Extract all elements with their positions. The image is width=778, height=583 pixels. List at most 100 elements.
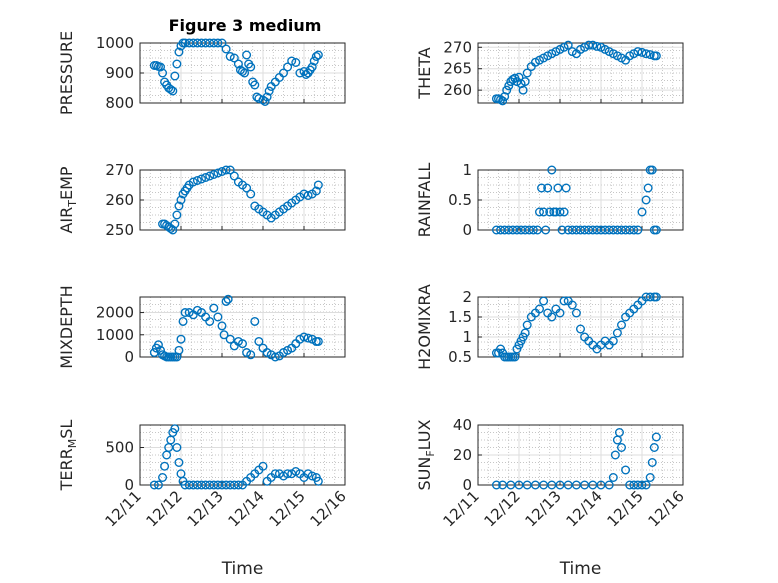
data-point: [637, 480, 647, 490]
data-point: [557, 225, 567, 235]
data-point: [313, 476, 323, 486]
data-point: [645, 473, 655, 483]
data-point: [617, 320, 627, 330]
x-tick-label: 12/16: [645, 487, 688, 530]
data-point: [205, 316, 215, 326]
data-point: [213, 312, 223, 322]
data-point: [571, 308, 581, 318]
x-axis-label: Time: [559, 559, 602, 579]
x-tick-label: 12/15: [266, 487, 309, 530]
data-point: [612, 328, 622, 338]
data-point: [229, 53, 239, 63]
data-point: [647, 458, 657, 468]
data-point: [170, 424, 180, 434]
data-point: [172, 443, 182, 453]
data-point: [174, 47, 184, 57]
data-point: [219, 330, 229, 340]
y-tick-label: 1.5: [448, 308, 472, 326]
y-tick-label: 1000: [96, 326, 134, 344]
data-point: [643, 183, 653, 193]
y-axis-label: TERRMSL: [57, 420, 79, 492]
data-point: [205, 171, 215, 181]
data-point: [192, 175, 202, 185]
data-point: [180, 308, 190, 318]
data-point: [225, 52, 235, 62]
data-point: [237, 66, 247, 76]
data-point: [633, 225, 643, 235]
data-point: [158, 473, 168, 483]
data-point: [176, 195, 186, 205]
data-point: [311, 186, 321, 196]
data-point: [637, 207, 647, 217]
data-point: [651, 225, 661, 235]
x-tick-label: 12/11: [102, 487, 145, 530]
x-tick-label: 12/14: [225, 487, 268, 530]
data-point: [270, 352, 280, 362]
data-point: [279, 68, 289, 78]
data-point: [313, 50, 323, 60]
x-tick-label: 12/13: [184, 487, 227, 530]
data-point: [217, 321, 227, 331]
x-tick-label: 12/12: [143, 487, 186, 530]
data-point: [651, 292, 661, 302]
x-tick-label: 12/15: [604, 487, 647, 530]
data-point: [260, 96, 270, 106]
data-point: [160, 461, 170, 471]
subplot-pressure: 800 900 1000 PRESSURE: [57, 31, 346, 115]
data-point: [217, 166, 227, 176]
data-point: [491, 480, 501, 490]
data-point: [647, 165, 657, 175]
data-point: [649, 443, 659, 453]
data-point: [264, 86, 274, 96]
y-tick-label: 900: [105, 64, 134, 82]
y-tick-label: 1: [462, 328, 472, 346]
data-point: [561, 183, 571, 193]
subplot-h2omixra: 0.5 1 1.5 2 H2OMIXRA: [415, 284, 684, 370]
x-axis-label: Time: [221, 559, 264, 579]
data-point: [242, 183, 252, 193]
data-point: [242, 50, 252, 60]
data-point: [576, 324, 586, 334]
y-tick-label: 2000: [96, 304, 134, 322]
y-tick-label: 2: [462, 288, 472, 306]
data-point: [174, 345, 184, 355]
data-point: [178, 316, 188, 326]
axes-frame: [477, 296, 684, 358]
y-tick-label: 20: [453, 446, 472, 464]
data-point: [629, 225, 639, 235]
data-point: [270, 469, 280, 479]
data-point: [313, 336, 323, 346]
data-point: [254, 336, 264, 346]
data-point: [528, 225, 538, 235]
data-point: [641, 480, 651, 490]
data-point: [299, 332, 309, 342]
data-point: [520, 77, 530, 87]
data-point: [283, 62, 293, 72]
data-point: [608, 473, 618, 483]
y-tick-label: 270: [443, 38, 472, 56]
axes-frame: [477, 42, 684, 104]
y-tick-label: 0: [124, 476, 134, 494]
data-point: [209, 169, 219, 179]
data-point: [633, 47, 643, 57]
data-point: [641, 195, 651, 205]
data-point: [539, 296, 549, 306]
data-point: [287, 56, 297, 66]
data-point: [559, 207, 569, 217]
data-point: [610, 450, 620, 460]
data-point: [262, 92, 272, 102]
x-tick-label: 12/11: [440, 487, 483, 530]
data-point: [158, 68, 168, 78]
x-tick-label: 12/12: [481, 487, 524, 530]
y-tick-label: 260: [443, 81, 472, 99]
data-point: [153, 480, 163, 490]
data-point: [504, 81, 514, 91]
data-point: [588, 40, 598, 50]
y-axis-label: PRESSURE: [57, 31, 76, 115]
y-tick-label: 1000: [96, 34, 134, 52]
data-point: [520, 328, 530, 338]
data-point: [307, 62, 317, 72]
y-axis-label: AIRTEMP: [57, 166, 79, 233]
data-point: [221, 296, 231, 306]
data-point: [217, 38, 227, 48]
